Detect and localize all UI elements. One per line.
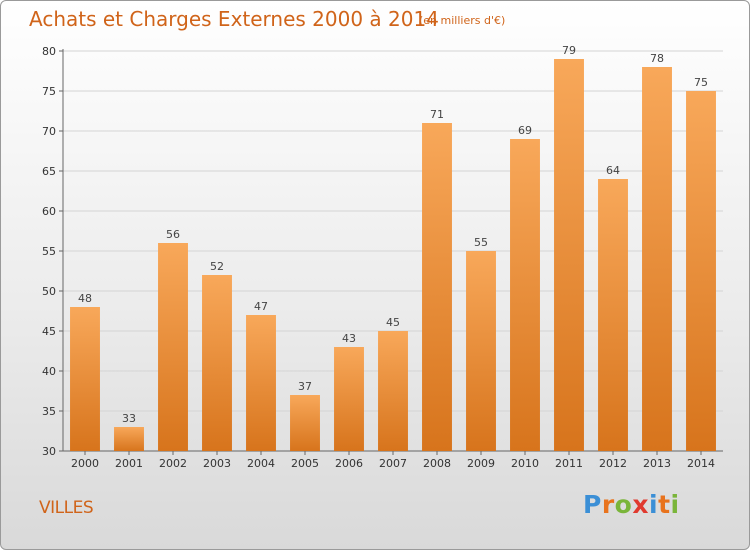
value-label-2014: 75: [694, 76, 708, 89]
value-label-2008: 71: [430, 108, 444, 121]
bar-2003: [202, 275, 232, 451]
y-tick-label: 55: [42, 245, 56, 258]
chart-subtitle: (en milliers d'€): [419, 14, 506, 27]
bar-2006: [334, 347, 364, 451]
value-label-2000: 48: [78, 292, 92, 305]
bar-2010: [510, 139, 540, 451]
x-tick-label-2001: 2001: [115, 457, 143, 470]
y-tick-label: 75: [42, 85, 56, 98]
y-tick-label: 40: [42, 365, 56, 378]
x-tick-label-2011: 2011: [555, 457, 583, 470]
value-label-2012: 64: [606, 164, 620, 177]
bar-2004: [246, 315, 276, 451]
logo-letter: i: [670, 490, 680, 519]
x-tick-label-2007: 2007: [379, 457, 407, 470]
value-label-2007: 45: [386, 316, 400, 329]
value-label-2006: 43: [342, 332, 356, 345]
x-tick-label-2002: 2002: [159, 457, 187, 470]
y-tick-label: 45: [42, 325, 56, 338]
logo-letter: i: [649, 490, 659, 519]
y-tick-label: 50: [42, 285, 56, 298]
y-tick-label: 60: [42, 205, 56, 218]
logo-letter: o: [614, 490, 633, 519]
y-tick-label: 65: [42, 165, 56, 178]
value-label-2010: 69: [518, 124, 532, 137]
bar-2012: [598, 179, 628, 451]
bar-2008: [422, 123, 452, 451]
logo-letter: t: [658, 490, 671, 519]
value-label-2005: 37: [298, 380, 312, 393]
logo-letter: r: [601, 490, 615, 519]
x-tick-labels: 2000 2001 2002 2003 2004 2005 2006 2007 2008 2009…: [71, 457, 715, 470]
value-label-2013: 78: [650, 52, 664, 65]
proxiti-logo: Proxiti: [583, 490, 680, 519]
y-tick-label: 35: [42, 405, 56, 418]
bar-2014: [686, 91, 716, 451]
x-tick-label-2000: 2000: [71, 457, 99, 470]
value-label-2004: 47: [254, 300, 268, 313]
value-label-2009: 55: [474, 236, 488, 249]
bar-2002: [158, 243, 188, 451]
x-tick-label-2013: 2013: [643, 457, 671, 470]
y-tick-labels: 30 35 40 45 50 55 60 65 70 75 80: [42, 45, 56, 458]
x-tick-label-2005: 2005: [291, 457, 319, 470]
x-tick-label-2014: 2014: [687, 457, 715, 470]
bars: [70, 59, 716, 451]
bar-2005: [290, 395, 320, 451]
x-tick-label-2006: 2006: [335, 457, 363, 470]
value-labels: 48 33 56 52 47 37 43 45 71 55 69 79 64 78 75: [78, 44, 708, 425]
value-label-2003: 52: [210, 260, 224, 273]
logo-letter: P: [583, 490, 602, 519]
x-tick-label-2010: 2010: [511, 457, 539, 470]
value-label-2001: 33: [122, 412, 136, 425]
y-tick-label: 70: [42, 125, 56, 138]
x-tick-label-2004: 2004: [247, 457, 275, 470]
x-tick-label-2009: 2009: [467, 457, 495, 470]
bar-2000: [70, 307, 100, 451]
value-label-2002: 56: [166, 228, 180, 241]
value-label-2011: 79: [562, 44, 576, 57]
y-tick-label: 30: [42, 445, 56, 458]
x-tick-label-2003: 2003: [203, 457, 231, 470]
bar-2013: [642, 67, 672, 451]
y-tick-label: 80: [42, 45, 56, 58]
bar-2007: [378, 331, 408, 451]
bar-2011: [554, 59, 584, 451]
chart-title: Achats et Charges Externes 2000 à 2014: [29, 7, 439, 31]
bar-2001: [114, 427, 144, 451]
bar-2009: [466, 251, 496, 451]
x-tick-label-2008: 2008: [423, 457, 451, 470]
commune-name: VILLES: [39, 498, 94, 518]
logo-letter: x: [632, 490, 649, 519]
x-tick-label-2012: 2012: [599, 457, 627, 470]
